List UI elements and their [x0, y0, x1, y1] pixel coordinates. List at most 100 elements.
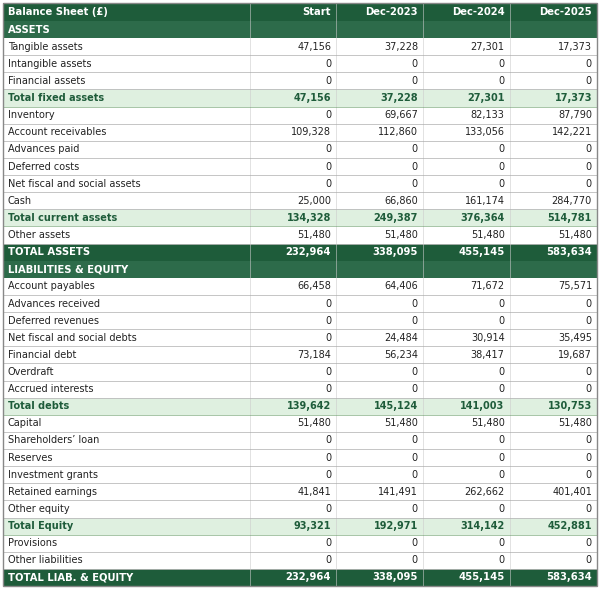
Bar	[423, 398, 509, 415]
Text: 0: 0	[499, 367, 505, 377]
Bar	[336, 158, 423, 175]
Bar	[250, 124, 336, 141]
Text: 66,860: 66,860	[384, 196, 418, 206]
Bar	[336, 261, 423, 278]
Text: 0: 0	[586, 435, 592, 445]
Text: 455,145: 455,145	[458, 247, 505, 257]
Text: 64,406: 64,406	[384, 282, 418, 292]
Text: Tangible assets: Tangible assets	[8, 42, 83, 52]
Text: 0: 0	[586, 299, 592, 309]
Text: 35,495: 35,495	[558, 333, 592, 343]
Text: 0: 0	[586, 178, 592, 188]
Text: Financial assets: Financial assets	[8, 76, 85, 86]
Bar	[336, 432, 423, 449]
Bar	[3, 380, 250, 398]
Text: 0: 0	[586, 555, 592, 565]
Bar	[423, 346, 509, 363]
Text: 338,095: 338,095	[373, 573, 418, 583]
Bar	[336, 107, 423, 124]
Text: 66,458: 66,458	[298, 282, 331, 292]
Bar	[250, 192, 336, 209]
Bar	[250, 107, 336, 124]
Text: 0: 0	[412, 384, 418, 394]
Text: 0: 0	[412, 435, 418, 445]
Bar	[509, 398, 597, 415]
Text: Deferred costs: Deferred costs	[8, 161, 79, 171]
Bar	[509, 518, 597, 535]
Bar	[423, 226, 509, 244]
Bar	[3, 363, 250, 380]
Text: Net fiscal and social debts: Net fiscal and social debts	[8, 333, 137, 343]
Bar	[423, 192, 509, 209]
Text: 0: 0	[325, 504, 331, 514]
Bar	[250, 72, 336, 90]
Bar	[509, 244, 597, 261]
Text: 27,301: 27,301	[467, 93, 505, 103]
Bar	[423, 363, 509, 380]
Text: Financial debt: Financial debt	[8, 350, 76, 360]
Text: 0: 0	[412, 452, 418, 462]
Bar	[336, 209, 423, 226]
Bar	[250, 158, 336, 175]
Bar	[3, 107, 250, 124]
Bar	[336, 535, 423, 552]
Text: 0: 0	[586, 161, 592, 171]
Text: 0: 0	[325, 333, 331, 343]
Bar	[509, 501, 597, 518]
Bar	[423, 466, 509, 483]
Text: Other equity: Other equity	[8, 504, 70, 514]
Bar	[423, 569, 509, 586]
Bar	[509, 535, 597, 552]
Text: 0: 0	[325, 178, 331, 188]
Bar	[423, 244, 509, 261]
Bar	[423, 21, 509, 38]
Text: Retained earnings: Retained earnings	[8, 487, 97, 497]
Text: 314,142: 314,142	[460, 521, 505, 531]
Text: 0: 0	[412, 316, 418, 326]
Bar	[423, 55, 509, 72]
Bar	[3, 209, 250, 226]
Bar	[250, 141, 336, 158]
Text: 192,971: 192,971	[374, 521, 418, 531]
Text: 133,056: 133,056	[464, 127, 505, 137]
Text: Dec-2025: Dec-2025	[539, 7, 592, 17]
Text: 87,790: 87,790	[558, 110, 592, 120]
Bar	[250, 38, 336, 55]
Text: 24,484: 24,484	[384, 333, 418, 343]
Bar	[250, 209, 336, 226]
Text: 0: 0	[325, 316, 331, 326]
Bar	[250, 90, 336, 107]
Text: 0: 0	[325, 384, 331, 394]
Bar	[423, 124, 509, 141]
Text: 583,634: 583,634	[546, 247, 592, 257]
Bar	[509, 3, 597, 21]
Text: 130,753: 130,753	[548, 401, 592, 411]
Bar	[423, 261, 509, 278]
Text: 232,964: 232,964	[286, 573, 331, 583]
Text: 51,480: 51,480	[384, 418, 418, 428]
Text: 338,095: 338,095	[373, 247, 418, 257]
Text: Total debts: Total debts	[8, 401, 69, 411]
Bar	[250, 483, 336, 501]
Bar	[336, 415, 423, 432]
Bar	[3, 21, 250, 38]
Text: 0: 0	[586, 59, 592, 69]
Text: 19,687: 19,687	[558, 350, 592, 360]
Bar	[250, 329, 336, 346]
Bar	[509, 363, 597, 380]
Bar	[3, 312, 250, 329]
Bar	[3, 295, 250, 312]
Bar	[336, 278, 423, 295]
Bar	[509, 158, 597, 175]
Bar	[250, 466, 336, 483]
Bar	[509, 415, 597, 432]
Bar	[509, 261, 597, 278]
Bar	[423, 518, 509, 535]
Text: Total current assets: Total current assets	[8, 213, 117, 223]
Text: 262,662: 262,662	[464, 487, 505, 497]
Text: 30,914: 30,914	[471, 333, 505, 343]
Bar	[250, 363, 336, 380]
Text: 583,634: 583,634	[546, 573, 592, 583]
Bar	[3, 552, 250, 569]
Text: Net fiscal and social assets: Net fiscal and social assets	[8, 178, 140, 188]
